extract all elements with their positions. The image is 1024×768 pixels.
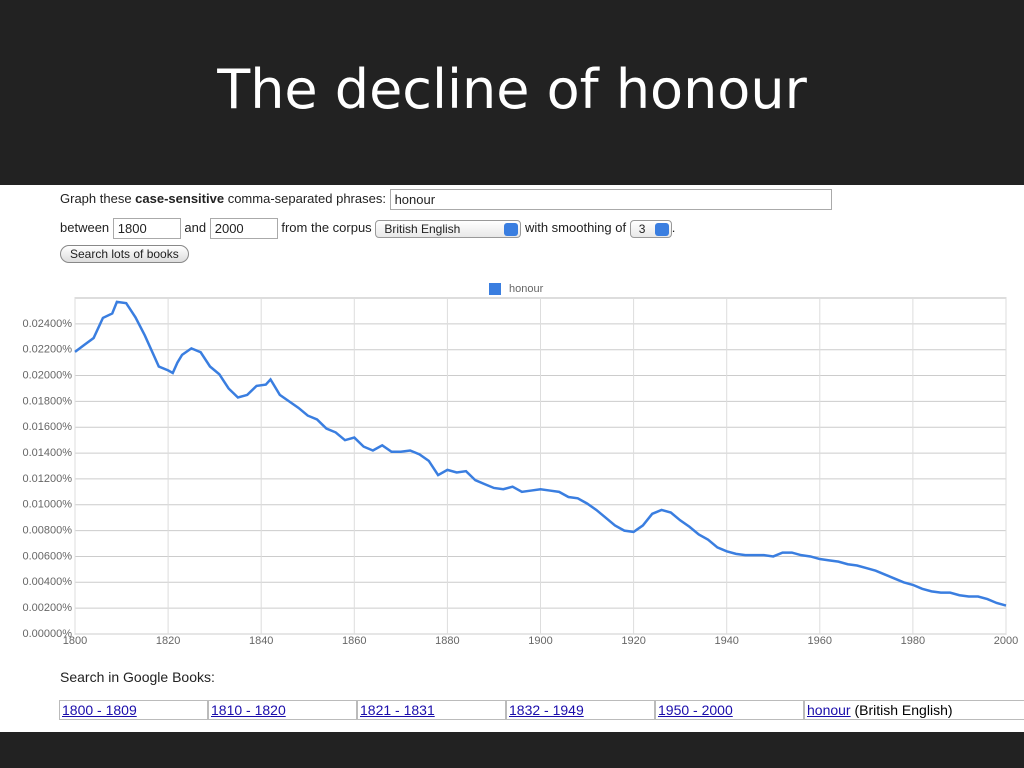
label: with smoothing of	[524, 219, 627, 235]
y-tick-label: 0.01800%	[22, 395, 72, 407]
button-row: Search lots of books	[60, 245, 189, 263]
x-tick-label: 1820	[156, 635, 180, 647]
y-tick-label: 0.00400%	[22, 576, 72, 588]
label: and	[184, 219, 207, 235]
ngram-panel: Graph these case-sensitive comma-separat…	[0, 185, 1024, 732]
chart: 0.00000% 0.00200% 0.00400% 0.00600% 0.00800%…	[22, 283, 1018, 647]
corpus-select[interactable]: British English	[375, 219, 522, 238]
smoothing-select[interactable]: 3	[629, 219, 672, 238]
y-tick-label: 0.00200%	[22, 602, 72, 614]
y-tick-label: 0.01600%	[22, 421, 72, 433]
y-tick-label: 0.01000%	[22, 499, 72, 511]
start-input[interactable]: 1800	[112, 218, 181, 239]
x-tick-label: 1980	[901, 635, 925, 647]
x-tick-label: 1800	[63, 635, 87, 647]
slide-title: The decline of honour	[217, 58, 807, 121]
book-cell: honour (British English)	[804, 700, 1024, 720]
legend-swatch	[489, 283, 501, 295]
book-link[interactable]: 1950 - 2000	[655, 700, 804, 720]
x-tick-label: 2000	[994, 635, 1018, 647]
book-link[interactable]: honour	[807, 702, 851, 718]
y-tick-label: 0.01200%	[22, 473, 72, 485]
y-tick-label: 0.02000%	[22, 369, 72, 381]
book-link[interactable]: 1800 - 1809	[59, 700, 208, 720]
label: .	[671, 219, 676, 235]
end-input[interactable]: 2000	[209, 218, 278, 239]
x-tick-label: 1880	[435, 635, 459, 647]
query-row: Graph these case-sensitive comma-separat…	[60, 189, 832, 210]
phrase-input[interactable]: honour	[389, 189, 832, 210]
y-tick-label: 0.00600%	[22, 550, 72, 562]
books-links: 1800 - 1809 1810 - 1820 1821 - 1831 1832 - …	[59, 700, 1024, 720]
x-tick-label: 1860	[342, 635, 366, 647]
label: Graph these	[60, 190, 132, 206]
range-row: between 1800 and 2000 from the corpus Br…	[60, 218, 675, 239]
search-button[interactable]: Search lots of books	[60, 245, 189, 263]
y-tick-label: 0.00800%	[22, 525, 72, 537]
book-link[interactable]: 1832 - 1949	[506, 700, 655, 720]
x-tick-label: 1900	[528, 635, 552, 647]
legend-label: honour	[509, 283, 544, 295]
book-link[interactable]: 1821 - 1831	[357, 700, 506, 720]
y-tick-label: 0.02200%	[22, 344, 72, 356]
book-link[interactable]: 1810 - 1820	[208, 700, 357, 720]
label: comma-separated phrases:	[227, 190, 386, 206]
x-tick-label: 1960	[808, 635, 832, 647]
y-tick-label: 0.00000%	[22, 628, 72, 640]
x-tick-label: 1940	[714, 635, 738, 647]
corpus-note: (British English)	[854, 702, 953, 718]
x-tick-label: 1840	[249, 635, 273, 647]
y-tick-label: 0.01400%	[22, 447, 72, 459]
x-tick-label: 1920	[621, 635, 645, 647]
books-label: Search in Google Books:	[60, 669, 215, 685]
label: from the corpus	[281, 219, 372, 235]
label: between	[60, 219, 110, 235]
data-line	[74, 300, 1007, 607]
y-tick-label: 0.02400%	[22, 318, 72, 330]
label: case-sensitive	[135, 190, 225, 206]
